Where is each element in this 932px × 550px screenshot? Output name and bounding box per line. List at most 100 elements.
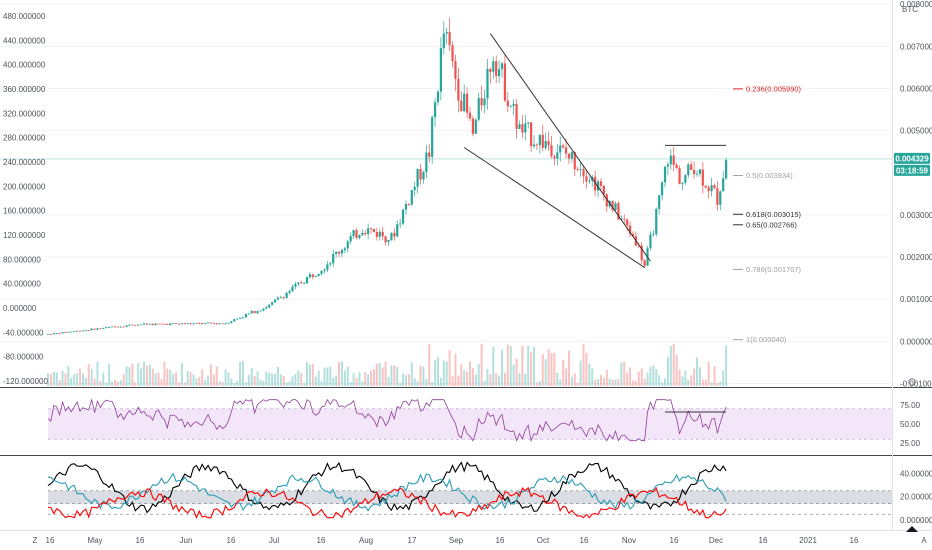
candle-body[interactable] xyxy=(303,283,306,285)
candle-body[interactable] xyxy=(393,232,396,237)
candle-body[interactable] xyxy=(570,152,573,159)
candle-body[interactable] xyxy=(719,191,722,205)
candle-body[interactable] xyxy=(660,182,664,196)
candle-body[interactable] xyxy=(329,263,332,265)
time-axis-tick[interactable]: 16 xyxy=(670,536,679,545)
time-axis-tick[interactable]: 16 xyxy=(580,536,589,545)
candle-body[interactable] xyxy=(247,313,250,315)
candle-body[interactable] xyxy=(404,203,408,210)
candle-body[interactable] xyxy=(151,324,154,326)
candle-body[interactable] xyxy=(457,78,460,101)
right-axis-tick[interactable]: 0.003000 xyxy=(900,211,932,220)
candle-body[interactable] xyxy=(320,270,323,274)
candle-body[interactable] xyxy=(451,45,454,62)
candle-body[interactable] xyxy=(381,231,384,237)
candle-body[interactable] xyxy=(425,152,428,173)
candle-body[interactable] xyxy=(192,323,195,325)
candle-body[interactable] xyxy=(640,245,643,261)
time-axis-tick[interactable]: 16 xyxy=(227,536,236,545)
candle-body[interactable] xyxy=(675,164,678,169)
candle-body[interactable] xyxy=(649,234,652,249)
candle-body[interactable] xyxy=(326,264,329,270)
time-axis-tick[interactable]: 2021 xyxy=(799,536,817,545)
fib-retracement-labels[interactable]: 0.236(0.005990) 0.5(0.003934) 0.618(0.0030… xyxy=(733,84,802,344)
candle-body[interactable] xyxy=(102,328,105,329)
trendline-drawings[interactable] xyxy=(463,33,727,269)
time-axis-tick[interactable]: Dec xyxy=(709,536,723,545)
candle-body[interactable] xyxy=(105,327,108,329)
candle-body[interactable] xyxy=(623,218,626,220)
candle-body[interactable] xyxy=(710,185,713,192)
candle-body[interactable] xyxy=(177,323,181,325)
right-price-axis[interactable]: 0.008000 0.007000 0.006000 0.005000 0.003000… xyxy=(900,0,932,388)
candle-body[interactable] xyxy=(305,277,309,284)
candle-body[interactable] xyxy=(134,325,137,327)
candle-body[interactable] xyxy=(562,145,565,148)
candle-body[interactable] xyxy=(512,103,515,106)
candle-body[interactable] xyxy=(113,326,117,328)
candle-body[interactable] xyxy=(448,32,451,46)
candle-body[interactable] xyxy=(81,330,85,332)
candle-body[interactable] xyxy=(666,164,670,167)
candle-body[interactable] xyxy=(259,310,262,312)
candle-body[interactable] xyxy=(515,103,518,129)
candle-body[interactable] xyxy=(108,327,111,328)
candle-body[interactable] xyxy=(364,232,367,235)
candle-body[interactable] xyxy=(605,194,608,207)
candle-body[interactable] xyxy=(474,119,477,134)
right-axis-tick[interactable]: 0.006000 xyxy=(900,84,932,93)
candle-body[interactable] xyxy=(626,219,629,226)
candle-body[interactable] xyxy=(669,155,672,165)
candle-body[interactable] xyxy=(282,297,285,299)
candle-body[interactable] xyxy=(428,152,431,157)
candle-body[interactable] xyxy=(206,322,210,324)
candle-body[interactable] xyxy=(189,323,192,325)
time-axis-tick[interactable]: 17 xyxy=(408,536,417,545)
candle-body[interactable] xyxy=(524,123,527,133)
candle-body[interactable] xyxy=(454,61,457,79)
fib-label[interactable]: 0.786(0.001707) xyxy=(746,265,802,274)
rsi-line[interactable] xyxy=(47,398,727,443)
candle-body[interactable] xyxy=(652,234,655,235)
candle-body[interactable] xyxy=(725,160,728,179)
candle-body[interactable] xyxy=(244,314,248,318)
candle-body[interactable] xyxy=(122,326,125,328)
auto-scale-button[interactable]: A xyxy=(921,536,927,545)
time-axis[interactable]: 16 May 16 Jun 16 Jul 16 Aug 17 Sep 16 Oct 16 Nov 16 Dec… xyxy=(46,536,859,545)
candle-body[interactable] xyxy=(655,209,658,235)
candle-body[interactable] xyxy=(236,318,239,320)
candle-body[interactable] xyxy=(527,122,530,124)
candle-body[interactable] xyxy=(110,326,114,328)
candle-body[interactable] xyxy=(495,61,498,77)
time-axis-tick[interactable]: Jun xyxy=(180,536,193,545)
candle-body[interactable] xyxy=(407,203,410,205)
candle-body[interactable] xyxy=(445,32,448,34)
candle-body[interactable] xyxy=(142,323,146,325)
minus-di-line[interactable] xyxy=(47,486,727,520)
plus-di-line[interactable] xyxy=(47,472,727,512)
time-axis-tick[interactable]: Aug xyxy=(359,536,373,545)
candle-body[interactable] xyxy=(212,323,215,325)
candle-body[interactable] xyxy=(492,61,495,72)
candle-body[interactable] xyxy=(349,236,352,242)
candle-body[interactable] xyxy=(268,304,271,308)
candle-body[interactable] xyxy=(436,91,440,103)
candle-body[interactable] xyxy=(556,152,559,159)
candle-body[interactable] xyxy=(384,236,387,243)
adx-line[interactable] xyxy=(47,461,727,514)
candle-body[interactable] xyxy=(343,248,346,251)
candle-body[interactable] xyxy=(695,173,699,175)
candle-body[interactable] xyxy=(67,331,70,333)
candle-body[interactable] xyxy=(291,286,294,292)
candle-body[interactable] xyxy=(553,156,556,159)
candle-body[interactable] xyxy=(658,195,661,210)
candle-body[interactable] xyxy=(358,235,361,238)
candle-body[interactable] xyxy=(64,332,67,333)
time-axis-tick[interactable]: 16 xyxy=(46,536,55,545)
candle-body[interactable] xyxy=(564,147,568,154)
candle-body[interactable] xyxy=(480,98,483,106)
time-axis-tick[interactable]: 16 xyxy=(496,536,505,545)
candle-body[interactable] xyxy=(256,311,259,314)
candle-body[interactable] xyxy=(227,323,230,324)
